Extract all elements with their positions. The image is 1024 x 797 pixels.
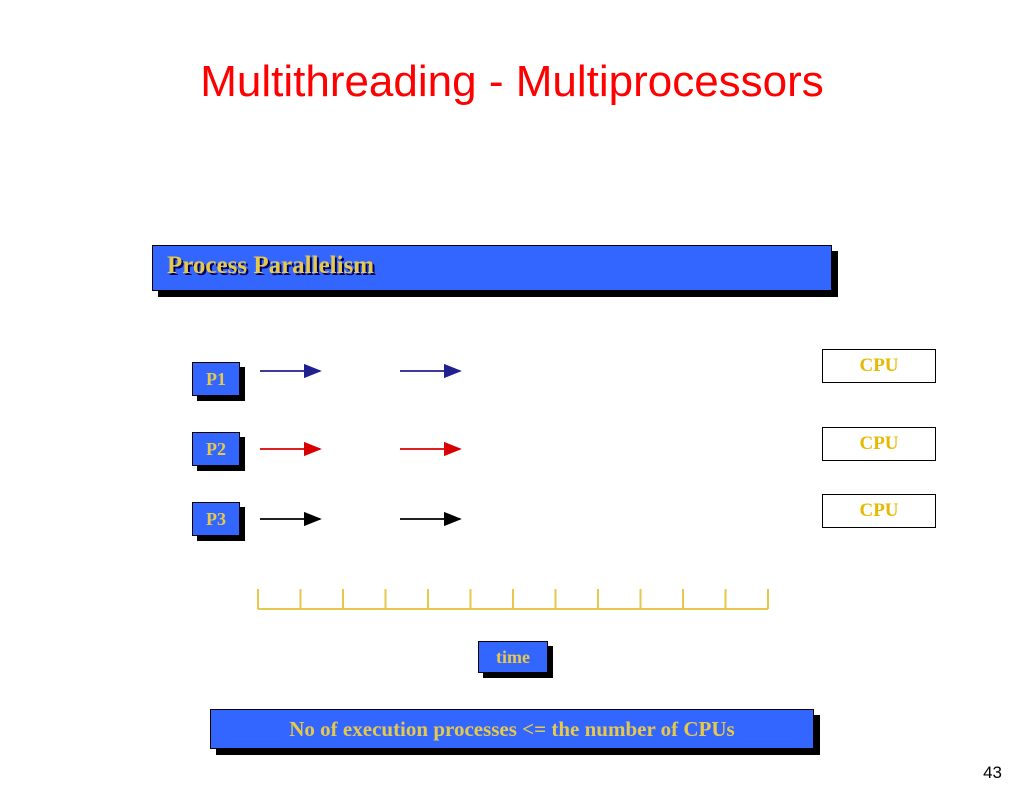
time-label-text: time [496, 647, 530, 668]
cpu-box-1: CPU [822, 427, 936, 461]
diagram-svg [0, 29, 1024, 797]
subtitle-text: Process Parallelism [167, 252, 374, 279]
process-box-p2: P2 [192, 432, 240, 466]
subtitle-banner: Process Parallelism Process Parallelism [152, 245, 832, 291]
process-box-p3: P3 [192, 502, 240, 536]
footer-text: No of execution processes <= the number … [289, 717, 734, 742]
slide-title: Multithreading - Multiprocessors [0, 29, 1024, 107]
cpu-box-2: CPU [822, 494, 936, 528]
page-number: 43 [983, 763, 1002, 783]
time-axis-label: time [478, 641, 548, 673]
cpu-box-0: CPU [822, 349, 936, 383]
footer-banner: No of execution processes <= the number … [210, 709, 814, 749]
process-box-p1: P1 [192, 362, 240, 396]
